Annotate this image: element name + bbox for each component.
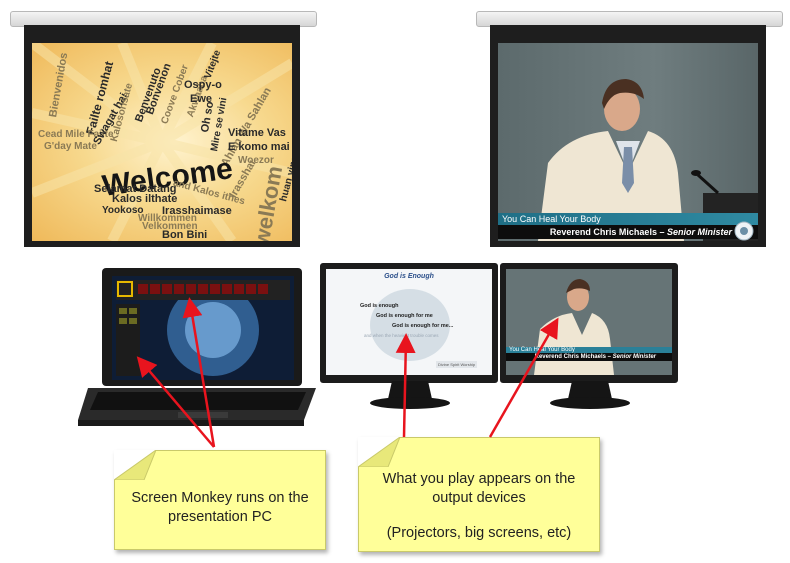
arrow-to-laptop-screen [136, 356, 215, 448]
word-ospy-o: Ospy-o [184, 79, 222, 91]
sunburst-rays [32, 43, 292, 241]
slide-line-1: God is enough [360, 303, 399, 309]
monitor-speaker-role: Senior Minister [612, 354, 656, 360]
slide-footer: Divine Spirit Worship [436, 361, 478, 368]
word-bon-bini: Bon Bini [162, 229, 208, 241]
callout-output-devices-line2: (Projectors, big screens, etc) [386, 525, 572, 541]
word-vitame-vas: Vitame Vas [228, 127, 286, 139]
left-projector-screen: Bienvenidos Failte romhat Cead Mile Fail… [24, 25, 300, 247]
callout-output-devices: What you play appears on the output devi… [358, 437, 600, 552]
callout-fold-right [358, 437, 400, 467]
welcome-slide: Bienvenidos Failte romhat Cead Mile Fail… [32, 43, 292, 241]
callout-output-devices-line1: What you play appears on the output devi… [382, 471, 576, 506]
arrow-to-laptop-controls [182, 297, 216, 448]
callout-fold-left [114, 450, 156, 480]
word-kalos-ilthate: Kalos ilthate [112, 193, 178, 205]
sermon-lower-third: You Can Heal Your Body Reverend Chris Mi… [498, 213, 758, 239]
word-cead-mile-failte: Cead Mile Failte [38, 129, 114, 140]
word-gday-mate: G'day Mate [44, 141, 97, 152]
word-ewe: Ewe [190, 93, 213, 105]
word-velkommen: Velkommen [142, 221, 198, 232]
slide-title: God is Enough [384, 273, 434, 280]
slide-line-2: God is enough for me [376, 313, 433, 319]
right-projector-screen: You Can Heal Your Body Reverend Chris Mi… [490, 25, 766, 247]
callout-presentation-pc-text: Screen Monkey runs on the presentation P… [131, 490, 309, 525]
monitor-video-title: You Can Heal Your Body [506, 347, 672, 353]
speaker-role: Senior Minister [666, 227, 732, 237]
monitor-lower-third: You Can Heal Your Body Reverend Chris Mi… [506, 347, 672, 361]
sermon-video-frame: You Can Heal Your Body Reverend Chris Mi… [498, 43, 758, 241]
word-selamat-datang: Selamat Datang [94, 183, 177, 195]
arrow-to-monitor-video [488, 317, 559, 438]
word-irasshaimase: Irasshaimase [162, 205, 232, 217]
monitor-speaker-line: Reverend Chris Michaels – Senior Ministe… [506, 353, 672, 361]
church-logo-icon [734, 221, 754, 241]
word-e-komo-mai: E komo mai [228, 141, 290, 153]
speaker-line: Reverend Chris Michaels – Senior Ministe… [498, 225, 758, 239]
sermon-title: You Can Heal Your Body [498, 213, 758, 225]
word-woezor: Woezor [238, 155, 274, 166]
speaker-name: Reverend Chris Michaels – [549, 227, 665, 237]
slide-line-3: God is enough for me... [392, 323, 454, 329]
monitor-slide: God is Enough God is enough God is enoug… [320, 263, 500, 413]
monitor-speaker-name: Reverend Chris Michaels – [534, 354, 611, 360]
word-yookoso: Yookoso [102, 205, 144, 216]
monitor-icon [320, 263, 498, 409]
monitor-video: You Can Heal Your Body Reverend Chris Mi… [500, 263, 680, 413]
word-willkommen: Willkommen [138, 213, 197, 224]
arrow-to-monitor-slide [395, 333, 416, 438]
